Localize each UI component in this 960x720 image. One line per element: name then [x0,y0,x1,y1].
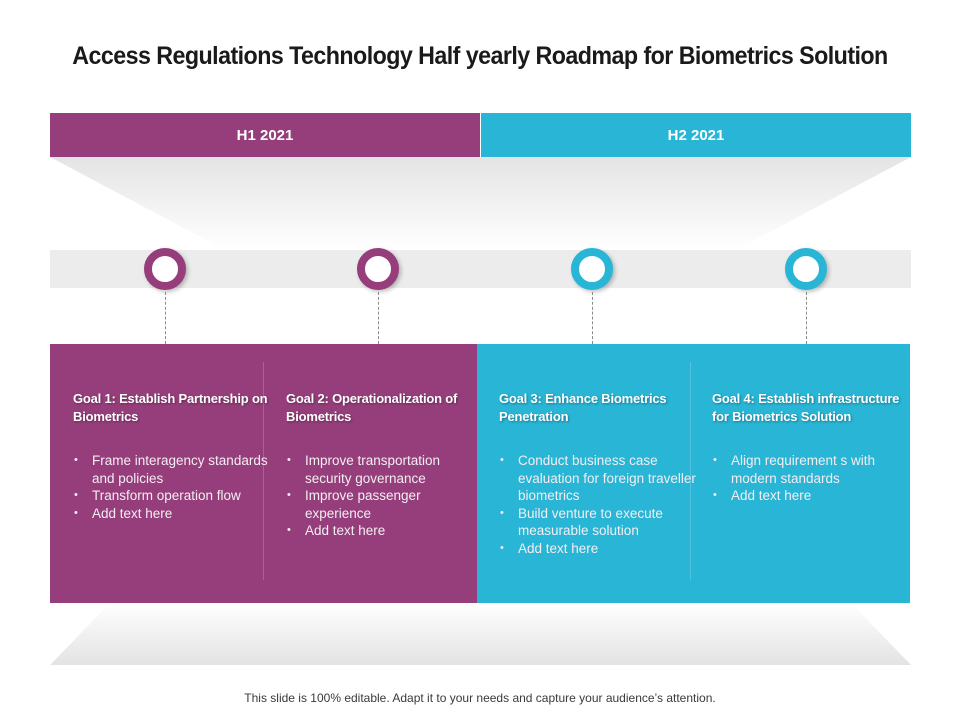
footer-note: This slide is 100% editable. Adapt it to… [244,691,716,705]
goal-list: Align requirement s with modern standard… [712,452,912,505]
goal-item: Transform operation flow [74,487,273,505]
connector-line-4 [806,292,807,344]
slide-title: Access Regulations Technology Half yearl… [72,42,888,70]
goal-list: Improve transportation security governan… [286,452,486,540]
milestone-marker-2 [357,248,399,290]
period-header-h1: H1 2021 [50,113,480,157]
goal-item: Add text here [500,540,699,558]
milestone-marker-1 [144,248,186,290]
goal-item: Build venture to execute measurable solu… [500,505,699,540]
milestone-marker-3 [571,248,613,290]
goal-item: Add text here [287,522,486,540]
goal-card-4: Goal 4: Establish infrastructure for Bio… [712,390,912,505]
goal-item: Conduct business case evaluation for for… [500,452,699,505]
goal-list: Conduct business case evaluation for for… [499,452,699,558]
period-header-h2: H2 2021 [481,113,911,157]
goal-item: Improve transportation security governan… [287,452,486,487]
bottom-funnel-shade [50,603,911,665]
goal-item: Add text here [713,487,912,505]
top-funnel-shade [50,157,911,250]
milestone-marker-4 [785,248,827,290]
goal-item: Frame interagency standards and policies [74,452,273,487]
goal-title: Goal 1: Establish Partnership on Biometr… [73,391,268,424]
connector-line-3 [592,292,593,344]
goal-item: Improve passenger experience [287,487,486,522]
goal-item: Add text here [74,505,273,523]
goal-item: Align requirement s with modern standard… [713,452,912,487]
connector-line-1 [165,292,166,344]
goal-card-1: Goal 1: Establish Partnership on Biometr… [73,390,273,522]
connector-line-2 [378,292,379,344]
goal-title: Goal 2: Operationalization of Biometrics [286,391,458,424]
goal-card-3: Goal 3: Enhance Biometrics Penetration C… [499,390,699,558]
goal-title: Goal 3: Enhance Biometrics Penetration [499,391,667,424]
timeline-band [50,250,911,288]
goal-card-2: Goal 2: Operationalization of Biometrics… [286,390,486,540]
goal-list: Frame interagency standards and policies… [73,452,273,522]
goal-title: Goal 4: Establish infrastructure for Bio… [712,391,900,424]
